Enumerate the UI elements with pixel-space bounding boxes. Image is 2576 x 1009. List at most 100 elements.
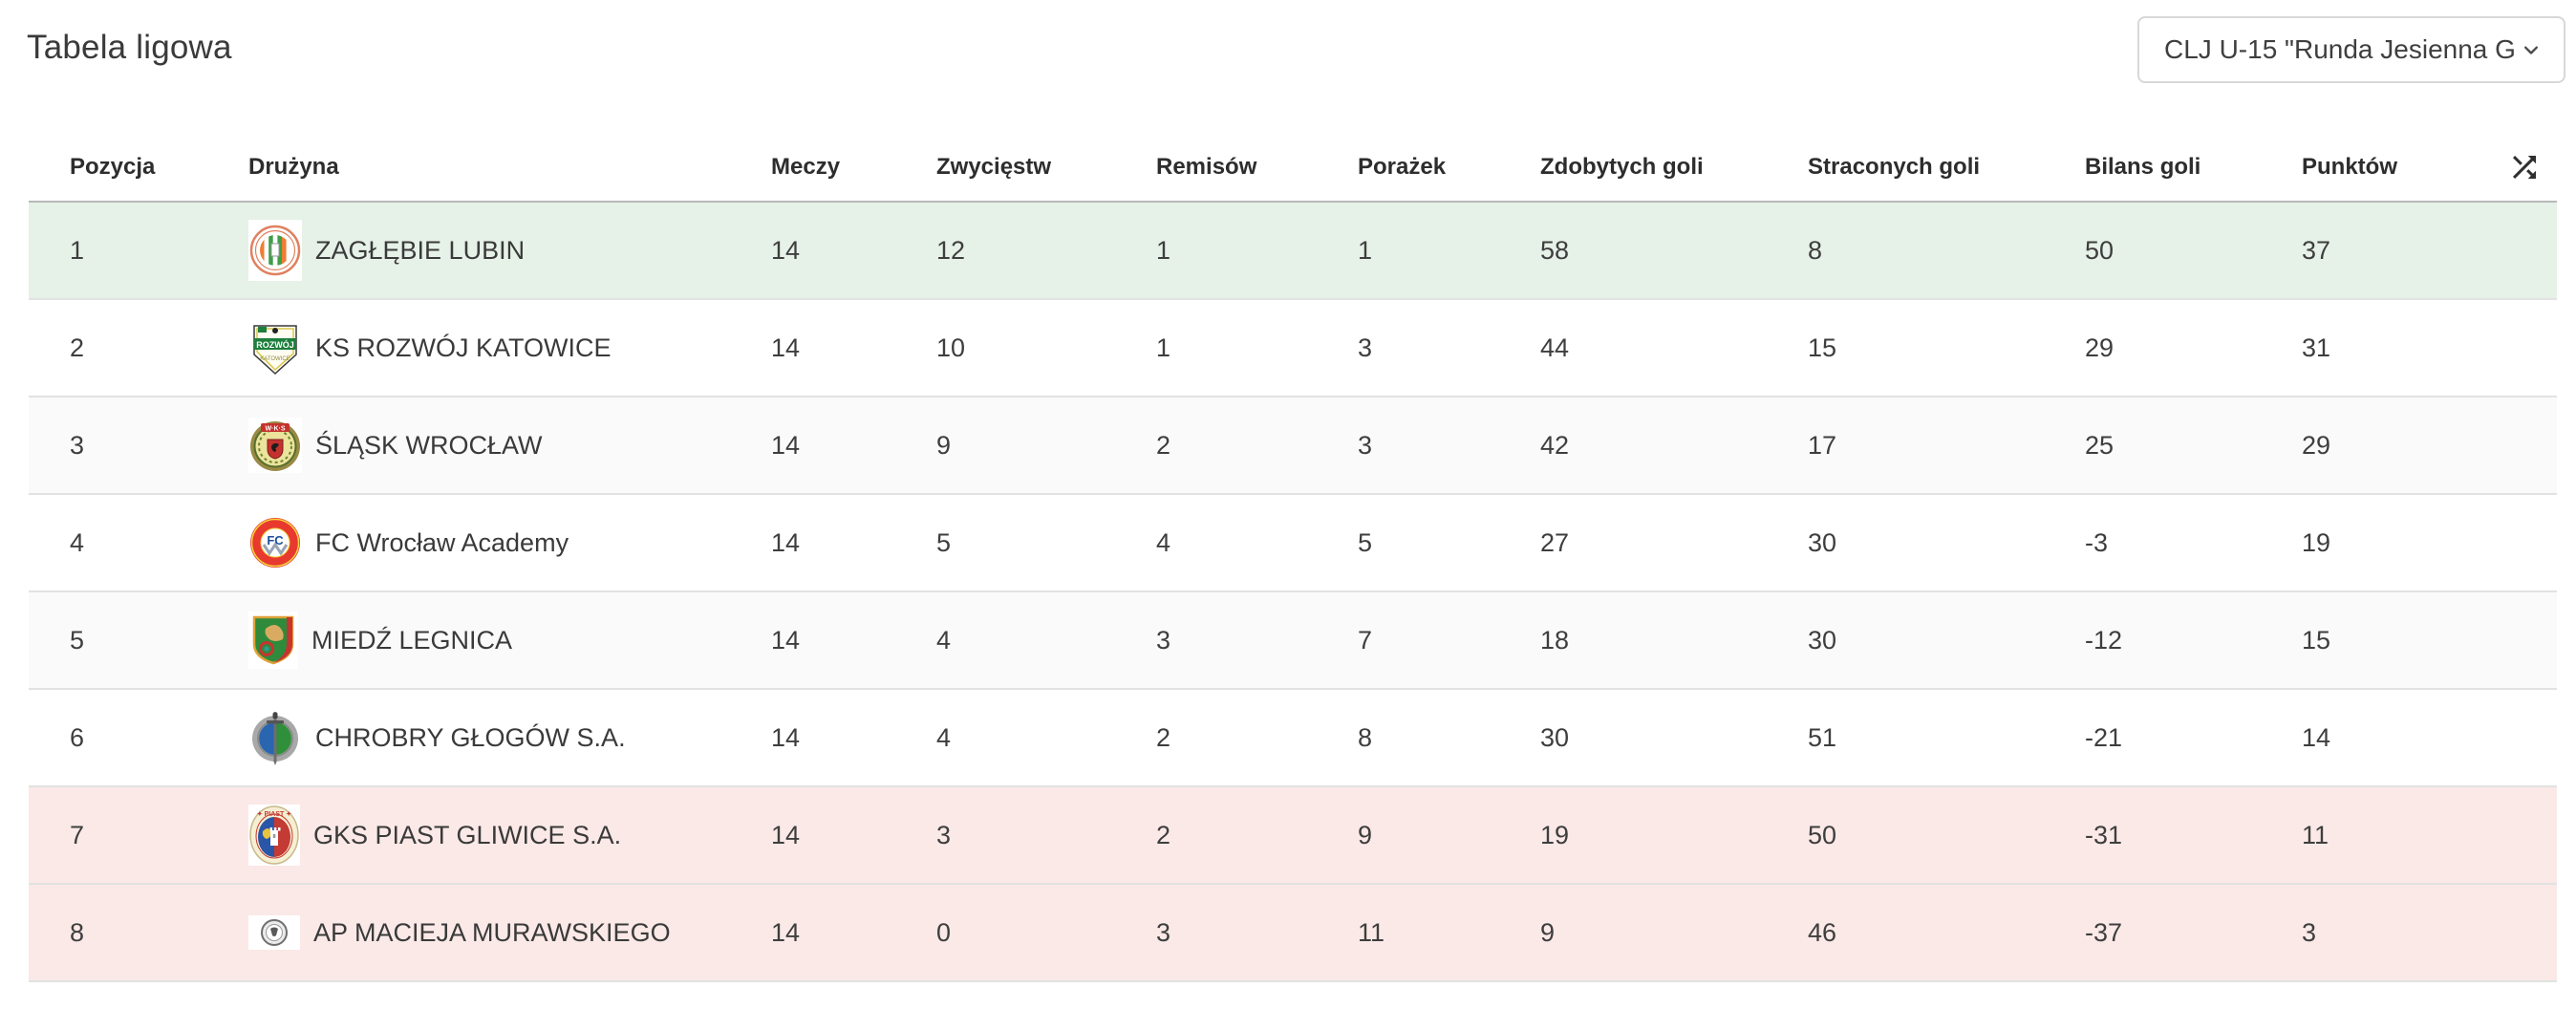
team-logo-ap-macieja-murawskiego [248, 915, 300, 950]
goals-for-value: 27 [1540, 527, 1570, 557]
draws-value: 4 [1156, 527, 1171, 557]
matches-value: 14 [771, 527, 801, 557]
losses-value: 3 [1358, 430, 1373, 460]
column-header-losses: Porażek [1358, 154, 1447, 180]
svg-text:FC: FC [267, 533, 284, 547]
page-title: Tabela ligowa [27, 29, 232, 66]
team-crest-icon: ✦ PIAST ✦ [248, 805, 300, 866]
svg-text:KATOWICE: KATOWICE [260, 356, 290, 362]
team-cell[interactable]: ✦ PIAST ✦ GKS PIAST GLIWICE S.A. [248, 805, 771, 866]
team-crest-icon [248, 709, 302, 766]
goals-against-value: 8 [1808, 235, 1823, 265]
points-value: 29 [2302, 430, 2331, 460]
losses-value: 1 [1358, 235, 1373, 265]
column-header-goal_diff: Bilans goli [2085, 154, 2201, 180]
draws-value: 3 [1156, 917, 1171, 947]
draws-value: 2 [1156, 820, 1171, 849]
goals-against-value: 51 [1808, 722, 1837, 752]
goal-diff-value: -37 [2085, 917, 2123, 947]
team-name: MIEDŹ LEGNICA [311, 625, 513, 655]
position-value: 3 [70, 430, 85, 460]
goals-against-value: 15 [1808, 333, 1837, 362]
wins-value: 4 [936, 722, 952, 752]
team-cell[interactable]: FC FC Wrocław Academy [248, 515, 771, 570]
points-value: 11 [2302, 820, 2329, 849]
team-cell[interactable]: MIEDŹ LEGNICA [248, 612, 771, 669]
table-header: Pozycja Drużyna Meczy Zwycięstw Remisów Poraż… [29, 134, 2557, 203]
team-name: ZAGŁĘBIE LUBIN [315, 235, 526, 265]
team-name: AP MACIEJA MURAWSKIEGO [313, 917, 671, 947]
points-value: 14 [2302, 722, 2331, 752]
points-value: 31 [2302, 333, 2331, 362]
goals-against-value: 30 [1808, 527, 1837, 557]
column-header-goals_for: Zdobytych goli [1540, 154, 1704, 180]
goal-diff-value: 50 [2085, 235, 2114, 265]
goal-diff-value: -12 [2085, 625, 2123, 655]
goal-diff-value: -31 [2085, 820, 2123, 849]
team-name: GKS PIAST GLIWICE S.A. [313, 820, 622, 849]
team-logo-fc-wroclaw-academy: FC [248, 515, 302, 570]
position-value: 6 [70, 722, 85, 752]
league-table: Pozycja Drużyna Meczy Zwycięstw Remisów Poraż… [29, 134, 2557, 982]
position-value: 7 [70, 820, 85, 849]
losses-value: 11 [1358, 917, 1385, 947]
matches-value: 14 [771, 917, 801, 947]
losses-value: 7 [1358, 625, 1373, 655]
team-cell[interactable]: W·K·S ŚLĄSK WROCŁAW [248, 418, 771, 473]
team-cell[interactable]: CHROBRY GŁOGÓW S.A. [248, 709, 771, 766]
matches-value: 14 [771, 235, 801, 265]
points-value: 3 [2302, 917, 2317, 947]
points-value: 15 [2302, 625, 2331, 655]
league-filter-dropdown[interactable]: CLJ U-15 "Runda Jesienna G... [2137, 16, 2565, 83]
team-logo-gks-piast-gliwice: ✦ PIAST ✦ [248, 805, 300, 866]
team-cell[interactable]: ZAGŁĘBIE LUBIN [248, 220, 771, 281]
goals-for-value: 44 [1540, 333, 1570, 362]
table-row[interactable]: 7 ✦ PIAST ✦ GKS PIAST GLIWICE S.A. 14 3 2 9 19 5… [29, 787, 2557, 885]
team-crest-icon [248, 915, 300, 950]
table-row[interactable]: 3 W·K·S ŚLĄSK WROCŁAW 14 9 2 3 42 17 25 29 [29, 397, 2557, 495]
goals-for-value: 30 [1540, 722, 1570, 752]
wins-value: 3 [936, 820, 952, 849]
table-row[interactable]: 5 MIEDŹ LEGNICA 14 4 3 7 18 30 -12 15 [29, 592, 2557, 690]
points-value: 19 [2302, 527, 2331, 557]
table-row[interactable]: 4 FC FC Wrocław Academy 14 5 4 5 27 30 -3 19 [29, 495, 2557, 592]
column-header-team: Drużyna [248, 154, 339, 180]
team-logo-miedz-legnica [248, 612, 298, 669]
wins-value: 10 [936, 333, 966, 362]
chevron-down-icon [2518, 36, 2544, 63]
column-header-points: Punktów [2302, 154, 2397, 180]
team-name: KS ROZWÓJ KATOWICE [315, 333, 612, 362]
column-header-wins: Zwycięstw [936, 154, 1052, 180]
table-row[interactable]: 6 CHROBRY GŁOGÓW S.A. 14 4 2 8 30 51 -21 14 [29, 690, 2557, 787]
matches-value: 14 [771, 430, 801, 460]
team-name: CHROBRY GŁOGÓW S.A. [315, 722, 626, 752]
wins-value: 12 [936, 235, 966, 265]
losses-value: 8 [1358, 722, 1373, 752]
team-logo-chrobry-glogow [248, 709, 302, 766]
team-crest-icon: W·K·S [248, 418, 302, 473]
table-row[interactable]: 2 ROZWÓJ KATOWICE KS ROZWÓJ KATOWICE 14 10 1 3 4… [29, 300, 2557, 397]
goal-diff-value: -3 [2085, 527, 2109, 557]
svg-text:ROZWÓJ: ROZWÓJ [256, 339, 294, 350]
wins-value: 4 [936, 625, 952, 655]
goal-diff-value: -21 [2085, 722, 2123, 752]
losses-value: 5 [1358, 527, 1373, 557]
position-value: 2 [70, 333, 85, 362]
team-name: ŚLĄSK WROCŁAW [315, 430, 543, 460]
goals-for-value: 42 [1540, 430, 1570, 460]
goals-against-value: 50 [1808, 820, 1837, 849]
points-value: 37 [2302, 235, 2331, 265]
goals-against-value: 17 [1808, 430, 1837, 460]
league-filter-value: CLJ U-15 "Runda Jesienna G... [2164, 34, 2518, 64]
team-logo-slask-wroclaw: W·K·S [248, 418, 302, 473]
table-body: 1 ZAGŁĘBIE LUBIN 14 12 1 1 58 8 50 37 2 ROZWÓJ KATOW… [29, 203, 2557, 982]
shuffle-columns-button[interactable] [2494, 150, 2559, 184]
team-cell[interactable]: ROZWÓJ KATOWICE KS ROZWÓJ KATOWICE [248, 318, 771, 377]
team-cell[interactable]: AP MACIEJA MURAWSKIEGO [248, 915, 771, 950]
table-row[interactable]: 1 ZAGŁĘBIE LUBIN 14 12 1 1 58 8 50 37 [29, 203, 2557, 300]
svg-text:✦ PIAST ✦: ✦ PIAST ✦ [257, 810, 291, 818]
goals-for-value: 9 [1540, 917, 1556, 947]
matches-value: 14 [771, 625, 801, 655]
losses-value: 9 [1358, 820, 1373, 849]
table-row[interactable]: 8 AP MACIEJA MURAWSKIEGO 14 0 3 11 9 46 -37 3 [29, 885, 2557, 982]
